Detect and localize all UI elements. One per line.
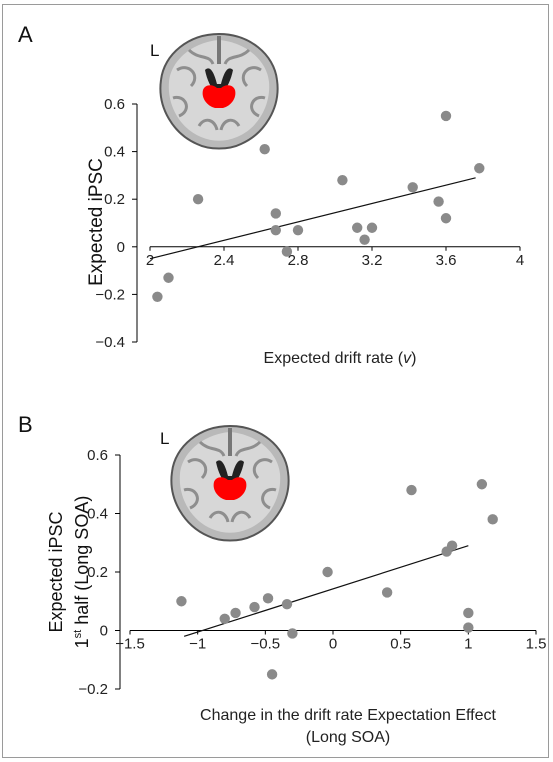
panel-b: B −0.2 0 0.2 0.4 0.6 −1.5 −1 −0.5 0 0.5 1 1.5 L Exp… bbox=[18, 412, 546, 746]
panel-a-x-axis-title-start: Expected drift rate ( bbox=[264, 350, 404, 367]
panel-b-data-point bbox=[446, 540, 458, 551]
panel-b-x-tick-label: −1 bbox=[189, 636, 206, 653]
panel-b-brain-hemisphere-label: L bbox=[160, 429, 169, 448]
panel-a-x-tick-label: 2.8 bbox=[288, 252, 309, 269]
panel-a-x-tick-label: 3.6 bbox=[436, 252, 457, 269]
panel-a-letter: A bbox=[18, 22, 33, 47]
panel-a-brain-inset bbox=[158, 32, 280, 150]
panel-a-data-point bbox=[352, 222, 363, 233]
panel-a-data-point bbox=[152, 291, 163, 302]
panel-a-data-point bbox=[440, 213, 452, 224]
panel-b-x-tick-label: 1.5 bbox=[526, 636, 547, 653]
panel-a-plot: −0.4 −0.2 0 0.2 0.4 0.6 2 2.4 2.8 3.2 3.6 4 bbox=[95, 96, 524, 351]
panel-a-y-axis-title: Expected iPSC bbox=[86, 158, 107, 286]
panel-b-data-point bbox=[476, 479, 488, 490]
panel-a-y-tick-label: 0 bbox=[117, 239, 125, 256]
panel-a-y-tick-label: 0.6 bbox=[104, 96, 125, 113]
panel-a-x-tick-label: 2.4 bbox=[214, 252, 235, 269]
panel-a-striatum-highlight bbox=[202, 85, 236, 108]
panel-b-x-tick-label: −0.5 bbox=[251, 636, 281, 653]
panel-b-y-axis-title-line1: Expected iPSC bbox=[46, 511, 66, 632]
panel-b-regression-line bbox=[183, 545, 469, 637]
panel-b-y-axis-title-line2: 1st half (Long SOA) bbox=[72, 496, 92, 649]
panel-b-x-tick-label: 0 bbox=[329, 636, 337, 653]
panel-b-plot: −0.2 0 0.2 0.4 0.6 −1.5 −1 −0.5 0 0.5 1 1.5 bbox=[78, 447, 546, 698]
panel-a-data-point bbox=[433, 196, 444, 207]
figure-frame bbox=[2, 4, 549, 758]
panel-b-y-tick-label: 0 bbox=[100, 623, 108, 640]
panel-a-data-point bbox=[359, 234, 370, 245]
panel-b-data-point bbox=[262, 593, 274, 604]
panel-a-y-tick-label: 0.2 bbox=[104, 191, 125, 208]
panel-a-x-tick-label: 3.2 bbox=[362, 252, 383, 269]
panel-a-data-point bbox=[163, 272, 174, 283]
panel-a-brain-hemisphere-label: L bbox=[150, 41, 159, 60]
panel-b-y-tick-label: 0.6 bbox=[87, 447, 108, 464]
panel-b-data-point bbox=[281, 598, 293, 610]
panel-b-letter: B bbox=[18, 412, 33, 437]
panel-b-y-axis-title-ordinal: 1 bbox=[72, 638, 92, 648]
panel-b-x-axis-title-line2: (Long SOA) bbox=[306, 729, 390, 746]
panel-b-data-point bbox=[381, 587, 393, 598]
panel-b-x-tick-label: −1.5 bbox=[115, 636, 145, 653]
panel-a-y-tick-label: 0.4 bbox=[104, 144, 125, 161]
panel-b-data-point bbox=[249, 601, 260, 613]
panel-a-data-point bbox=[407, 182, 418, 193]
panel-b-data-point bbox=[287, 628, 298, 639]
panel-b-y-tick-label: −0.2 bbox=[78, 681, 108, 698]
panel-b-y-tick-label: 0.2 bbox=[87, 564, 108, 581]
panel-a-data-point bbox=[270, 224, 281, 236]
panel-a-data-point bbox=[440, 110, 452, 122]
panel-b-x-tick-label: 0.5 bbox=[390, 636, 411, 653]
panel-a-data-point bbox=[474, 163, 485, 174]
panel-b-data-point bbox=[322, 566, 333, 578]
panel-b-x-tick-label: 1 bbox=[464, 636, 472, 653]
panel-b-data-point bbox=[463, 622, 474, 633]
panel-a-x-tick-label: 4 bbox=[516, 252, 524, 269]
panel-a-regression-line bbox=[149, 177, 476, 260]
panel-b-brain-inset bbox=[169, 424, 291, 542]
panel-a-y-tick-label: −0.2 bbox=[95, 286, 125, 303]
panel-b-data-point bbox=[266, 669, 278, 680]
panel-a-x-axis-title-variable: v bbox=[403, 350, 412, 367]
panel-b-y-tick-label: 0.4 bbox=[87, 506, 108, 523]
panel-a-data-point bbox=[270, 208, 281, 219]
panel-a-y-tick-label: −0.4 bbox=[95, 334, 125, 351]
panel-b-x-axis-title-line1: Change in the drift rate Expectation Eff… bbox=[200, 707, 496, 724]
panel-b-data-point bbox=[230, 607, 241, 619]
panel-a-x-tick-label: 2 bbox=[146, 252, 154, 269]
panel-b-y-axis-title-rest: half (Long SOA) bbox=[72, 496, 92, 630]
panel-a-x-axis-title: Expected drift rate (v) bbox=[264, 350, 417, 367]
panel-a-data-point bbox=[259, 144, 270, 155]
panel-a-data-point bbox=[281, 246, 293, 257]
panel-b-data-point bbox=[487, 514, 498, 525]
panel-a-data-point bbox=[337, 174, 348, 186]
panel-a: A −0.4 −0.2 0 0.2 0.4 0.6 2 2.4 2.8 3.2 3.6 4 L Exp… bbox=[18, 22, 524, 367]
panel-a-data-point bbox=[366, 222, 378, 233]
panel-b-data-point bbox=[219, 613, 230, 624]
panel-b-data-point bbox=[463, 607, 474, 619]
panel-a-data-point bbox=[292, 224, 304, 236]
panel-a-x-axis-title-end: ) bbox=[411, 350, 416, 367]
panel-b-data-point bbox=[406, 484, 417, 496]
panel-a-data-point bbox=[192, 194, 204, 205]
panel-b-y-axis-title-superscript: st bbox=[72, 630, 84, 639]
panel-b-striatum-highlight bbox=[213, 477, 247, 500]
panel-b-data-point bbox=[176, 596, 187, 607]
